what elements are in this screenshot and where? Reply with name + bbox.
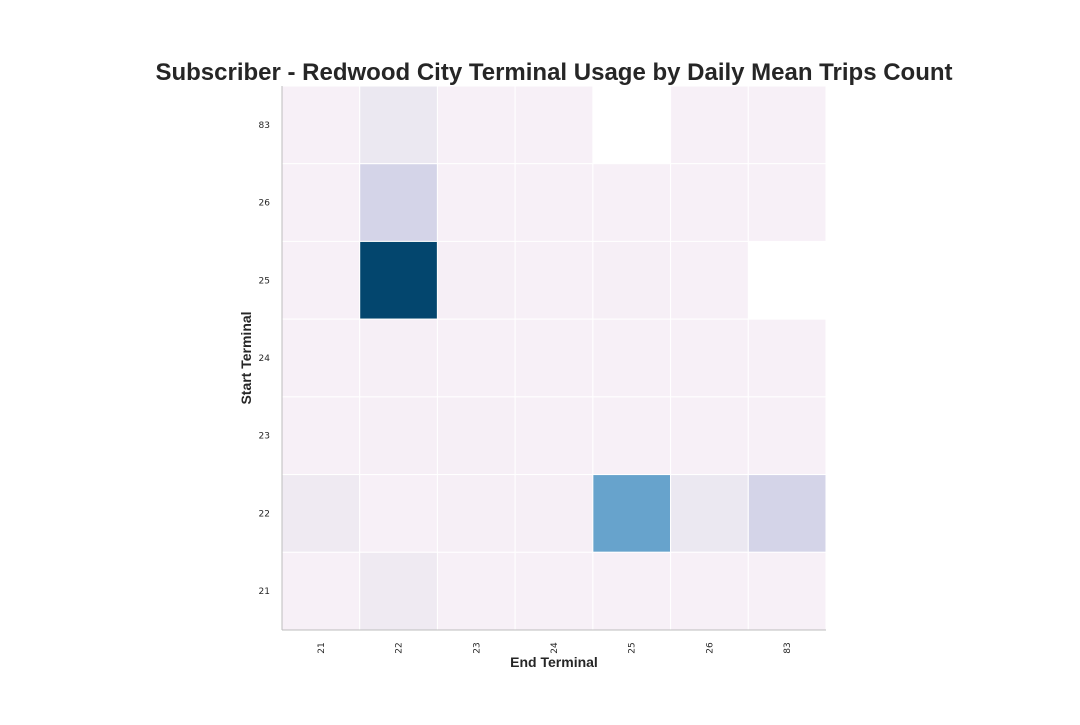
heatmap-cell bbox=[670, 551, 749, 631]
heatmap-cell bbox=[592, 396, 672, 476]
heatmap-cell bbox=[359, 396, 438, 476]
heatmap-cell bbox=[747, 318, 827, 398]
heatmap-cell bbox=[436, 474, 516, 553]
x-tick-label: 83 bbox=[783, 642, 793, 653]
heatmap-cell bbox=[747, 85, 827, 165]
heatmap-cell bbox=[670, 474, 749, 553]
y-axis-label: Start Terminal bbox=[238, 311, 254, 404]
heatmap-cell bbox=[514, 396, 594, 476]
heatmap-cell bbox=[281, 551, 361, 631]
y-tick-label: 24 bbox=[259, 354, 271, 364]
heatmap-cell bbox=[281, 318, 361, 398]
heatmap-cell bbox=[747, 396, 827, 476]
x-tick-label: 21 bbox=[317, 642, 327, 653]
heatmap-cell bbox=[436, 396, 516, 476]
x-tick-label: 23 bbox=[472, 642, 482, 653]
heatmap-cell bbox=[747, 163, 827, 242]
heatmap-cell bbox=[359, 240, 438, 320]
heatmap-cell bbox=[670, 396, 749, 476]
heatmap-cells bbox=[281, 85, 827, 631]
heatmap-cell bbox=[281, 396, 361, 476]
heatmap-cell bbox=[592, 474, 672, 553]
heatmap-cell bbox=[359, 85, 438, 165]
heatmap-cell bbox=[436, 163, 516, 242]
heatmap-cell bbox=[281, 240, 361, 320]
heatmap-cell bbox=[670, 163, 749, 242]
heatmap-cell bbox=[747, 474, 827, 553]
heatmap-cell bbox=[436, 85, 516, 165]
heatmap-cell bbox=[436, 551, 516, 631]
heatmap-cell bbox=[436, 318, 516, 398]
x-tick-label: 25 bbox=[628, 642, 638, 653]
heatmap-cell bbox=[514, 551, 594, 631]
heatmap-cell bbox=[670, 85, 749, 165]
y-tick-labels: 83 26 25 24 23 22 21 bbox=[259, 121, 271, 597]
heatmap-cell bbox=[747, 551, 827, 631]
heatmap-cell bbox=[514, 240, 594, 320]
heatmap-cell bbox=[281, 474, 361, 553]
heatmap-cell bbox=[592, 163, 672, 242]
heatmap-cell bbox=[359, 474, 438, 553]
x-tick-label: 22 bbox=[395, 642, 405, 653]
chart-title: Subscriber - Redwood City Terminal Usage… bbox=[155, 59, 952, 86]
heatmap-cell bbox=[592, 318, 672, 398]
heatmap-cell bbox=[436, 240, 516, 320]
x-axis-label: End Terminal bbox=[510, 654, 598, 670]
x-tick-label: 26 bbox=[705, 642, 715, 654]
heatmap-cell bbox=[670, 240, 749, 320]
x-tick-label: 24 bbox=[550, 642, 560, 654]
y-tick-label: 25 bbox=[259, 276, 270, 286]
heatmap-cell bbox=[592, 240, 672, 320]
heatmap-cell bbox=[514, 318, 594, 398]
heatmap-cell bbox=[281, 163, 361, 242]
heatmap-cell bbox=[514, 85, 594, 165]
y-tick-label: 22 bbox=[259, 509, 270, 519]
y-tick-label: 83 bbox=[259, 121, 270, 131]
heatmap-cell bbox=[514, 474, 594, 553]
y-tick-label: 21 bbox=[259, 587, 270, 597]
heatmap-cell bbox=[592, 551, 672, 631]
y-tick-label: 23 bbox=[259, 432, 270, 442]
y-tick-label: 26 bbox=[259, 199, 271, 209]
heatmap-cell bbox=[514, 163, 594, 242]
heatmap-cell bbox=[670, 318, 749, 398]
heatmap-cell bbox=[359, 318, 438, 398]
x-tick-labels: 21 22 23 24 25 26 83 bbox=[317, 642, 793, 654]
heatmap-cell bbox=[359, 163, 438, 242]
heatmap-cell bbox=[359, 551, 438, 631]
heatmap-cell bbox=[281, 85, 361, 165]
